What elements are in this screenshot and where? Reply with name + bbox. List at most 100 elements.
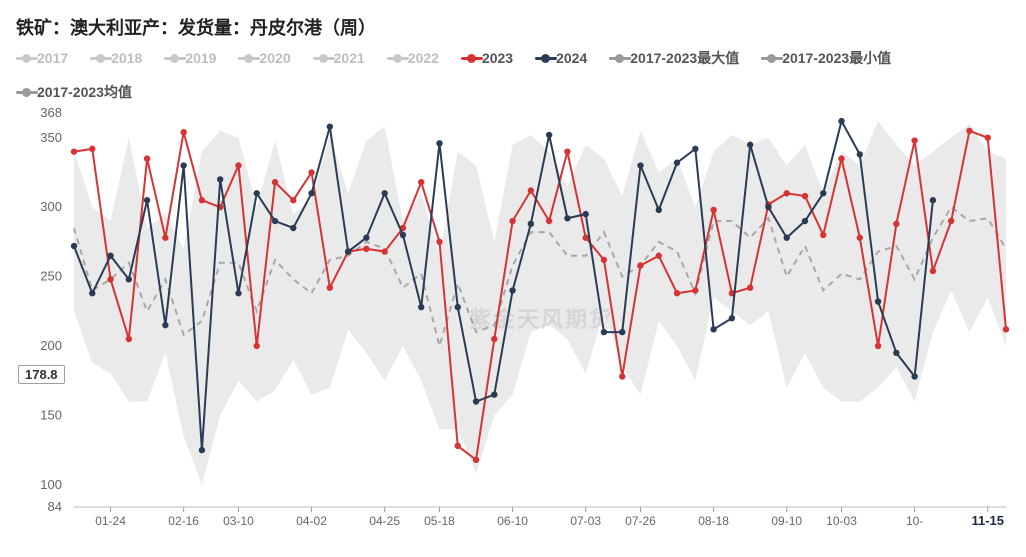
series-2023-marker	[436, 239, 442, 245]
legend-item[interactable]: 2022	[387, 50, 439, 66]
series-2024-marker	[89, 290, 95, 296]
series-2023-marker	[89, 146, 95, 152]
svg-text:350: 350	[40, 130, 62, 145]
legend-label: 2018	[111, 50, 142, 66]
series-2024-marker	[546, 132, 552, 138]
series-2023-marker	[327, 284, 333, 290]
legend: 2017 2018 2019 2020 2021 2022 2023 2024 2017-202…	[16, 48, 1012, 102]
series-2023-marker	[308, 169, 314, 175]
series-2024-marker	[692, 146, 698, 152]
series-2024-marker	[528, 221, 534, 227]
chart-plot-area: 紫金天风期货 8410015020025030035036801-2402-16…	[70, 106, 1012, 529]
svg-text:07-26: 07-26	[625, 514, 656, 528]
series-2023-marker	[619, 373, 625, 379]
legend-item[interactable]: 2017-2023最大值	[609, 48, 739, 68]
legend-item[interactable]: 2017-2023最小值	[761, 48, 891, 68]
svg-text:100: 100	[40, 477, 62, 492]
series-2024-marker	[729, 315, 735, 321]
series-2023-marker	[272, 179, 278, 185]
legend-label: 2024	[556, 50, 587, 66]
svg-text:300: 300	[40, 199, 62, 214]
legend-label: 2019	[185, 50, 216, 66]
svg-text:10-03: 10-03	[826, 514, 857, 528]
legend-label: 2021	[334, 50, 365, 66]
series-2023-marker	[656, 253, 662, 259]
series-2023-marker	[107, 276, 113, 282]
series-2023-marker	[857, 235, 863, 241]
series-2024-marker	[107, 253, 113, 259]
legend-item[interactable]: 2021	[313, 50, 365, 66]
y-axis: 84100150200250300350368	[40, 105, 62, 514]
series-2023-marker	[1003, 326, 1009, 332]
series-2024-marker	[381, 190, 387, 196]
series-2024-marker	[674, 160, 680, 166]
legend-item[interactable]: 2019	[164, 50, 216, 66]
series-2023-marker	[875, 343, 881, 349]
series-2024-marker	[363, 235, 369, 241]
series-2023-marker	[966, 128, 972, 134]
series-2023-marker	[601, 257, 607, 263]
series-2023-marker	[254, 343, 260, 349]
svg-text:02-16: 02-16	[168, 514, 199, 528]
series-2024-marker	[893, 350, 899, 356]
series-2023-marker	[930, 268, 936, 274]
svg-text:250: 250	[40, 269, 62, 284]
legend-label: 2017	[37, 50, 68, 66]
series-2024-marker	[601, 329, 607, 335]
legend-item[interactable]: 2023	[461, 50, 513, 66]
series-2023-marker	[381, 248, 387, 254]
svg-text:84: 84	[48, 499, 62, 514]
chart-title: 铁矿：澳大利亚产：发货量：丹皮尔港（周）	[16, 14, 1012, 40]
series-2024-marker	[619, 329, 625, 335]
legend-item[interactable]: 2017-2023均值	[16, 82, 132, 102]
series-2024-marker	[345, 248, 351, 254]
series-2023-marker	[528, 187, 534, 193]
series-2024-marker	[765, 204, 771, 210]
series-2024-marker	[820, 190, 826, 196]
series-2024-marker	[126, 276, 132, 282]
x-axis: 01-2402-1603-1004-0204-2505-1806-1007-03…	[95, 507, 1004, 528]
series-2024-marker	[509, 287, 515, 293]
series-2023-marker	[473, 457, 479, 463]
series-2024-marker	[656, 207, 662, 213]
series-2023-marker	[491, 336, 497, 342]
svg-text:05-18: 05-18	[424, 514, 455, 528]
series-2023-marker	[637, 262, 643, 268]
series-2024-marker	[272, 218, 278, 224]
legend-label: 2017-2023均值	[37, 82, 132, 102]
series-2023-marker	[162, 235, 168, 241]
series-2024-marker	[199, 447, 205, 453]
svg-text:07-03: 07-03	[570, 514, 601, 528]
svg-text:06-10: 06-10	[497, 514, 528, 528]
series-2024-marker	[875, 298, 881, 304]
series-2024-marker	[857, 151, 863, 157]
series-2024-marker	[400, 232, 406, 238]
series-2023-marker	[582, 235, 588, 241]
svg-text:03-10: 03-10	[223, 514, 254, 528]
series-2023-marker	[710, 207, 716, 213]
series-2023-marker	[235, 162, 241, 168]
svg-text:04-02: 04-02	[296, 514, 327, 528]
y-highlight-box: 178.8	[18, 365, 65, 384]
svg-text:10-: 10-	[906, 514, 923, 528]
series-2024-marker	[235, 290, 241, 296]
series-2024-marker	[254, 190, 260, 196]
legend-item[interactable]: 2017	[16, 50, 68, 66]
series-2023-marker	[948, 218, 954, 224]
legend-item[interactable]: 2024	[535, 50, 587, 66]
legend-item[interactable]: 2018	[90, 50, 142, 66]
legend-item[interactable]: 2020	[238, 50, 290, 66]
series-2023-marker	[144, 155, 150, 161]
series-2023-marker	[692, 287, 698, 293]
svg-text:368: 368	[40, 105, 62, 120]
series-2024-marker	[473, 398, 479, 404]
svg-text:01-24: 01-24	[95, 514, 126, 528]
series-2024-marker	[144, 197, 150, 203]
series-2023-marker	[509, 218, 515, 224]
series-2023-marker	[747, 284, 753, 290]
legend-label: 2017-2023最大值	[630, 48, 739, 68]
series-2023-marker	[893, 221, 899, 227]
series-2024-marker	[71, 243, 77, 249]
series-2023-marker	[802, 193, 808, 199]
series-2024-marker	[911, 373, 917, 379]
